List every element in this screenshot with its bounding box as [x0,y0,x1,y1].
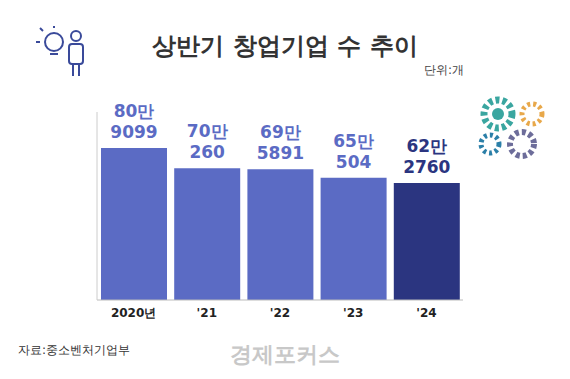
svg-text:70만260: 70만260 [187,121,228,162]
svg-text:80만9099: 80만9099 [110,101,157,142]
svg-text:'22: '22 [270,306,290,320]
html-text:자료:중소벤처기업부: 자료:중소벤처기업부 [18,343,130,357]
svg-text:'21: '21 [197,306,217,320]
svg-text:'24: '24 [416,306,436,320]
svg-text:69만5891: 69만5891 [257,122,304,163]
html-text:상반기 창업기업 수 추이: 상반기 창업기업 수 추이 [152,32,418,60]
html-text:단위:개: 단위:개 [424,63,464,77]
svg-text:62만2760: 62만2760 [403,136,450,177]
svg-text:2020년: 2020년 [111,306,156,320]
html-text:경제포커스: 경제포커스 [230,342,340,367]
svg-text:'23: '23 [343,306,363,320]
svg-text:65만504: 65만504 [333,131,374,172]
